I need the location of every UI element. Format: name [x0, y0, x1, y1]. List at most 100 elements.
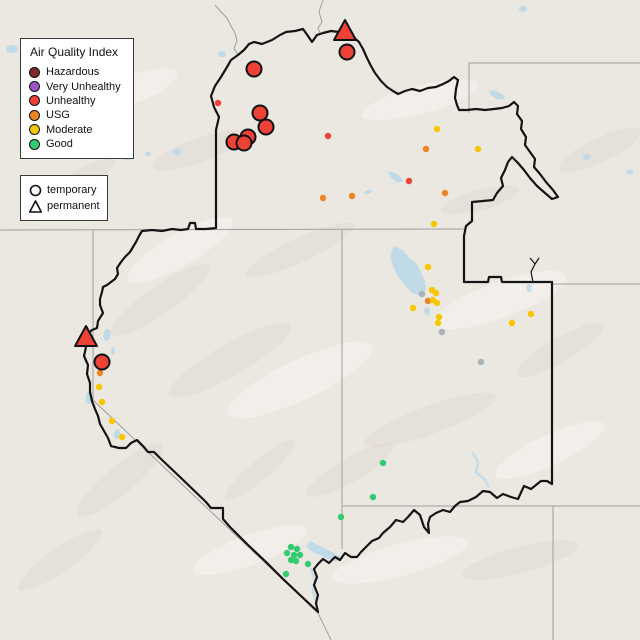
terrain-highlight: [361, 79, 479, 121]
station-marker-temporary-moderate[interactable]: [95, 383, 103, 391]
station-marker-temporary-good[interactable]: [293, 545, 301, 553]
terrain-highlight: [433, 270, 567, 330]
station-marker-temporary-unhealthy[interactable]: [251, 104, 269, 122]
terrain-ridge: [18, 529, 102, 591]
station-marker-temporary-unhealthy[interactable]: [245, 60, 263, 78]
station-marker-temporary-moderate[interactable]: [474, 145, 482, 153]
moderate-swatch-icon: [29, 124, 40, 136]
station-marker-temporary-good[interactable]: [283, 549, 291, 557]
station-marker-temporary-usg[interactable]: [441, 189, 449, 197]
hazardous-swatch-icon: [29, 66, 40, 78]
state-border-line: [0, 228, 466, 231]
station-marker-temporary-moderate[interactable]: [434, 319, 442, 327]
station-marker-temporary-moderate[interactable]: [435, 313, 443, 321]
region-boundary-river: [529, 257, 536, 283]
lake: [110, 347, 116, 355]
station-marker-temporary-good[interactable]: [304, 560, 312, 568]
river: [470, 451, 491, 488]
terrain-ridge: [461, 540, 579, 580]
station-marker-temporary-usg[interactable]: [348, 192, 356, 200]
shape-legend-item-temporary: temporary: [29, 182, 99, 198]
station-marker-temporary-good[interactable]: [337, 513, 345, 521]
terrain-highlight: [332, 536, 468, 584]
shape-legend-item-label: permanent: [47, 200, 100, 212]
station-marker-temporary-good[interactable]: [296, 551, 304, 559]
station-marker-temporary-missing[interactable]: [418, 290, 426, 298]
lake: [218, 51, 226, 57]
station-marker-temporary-moderate[interactable]: [409, 304, 417, 312]
station-marker-temporary-good[interactable]: [290, 551, 298, 559]
station-marker-temporary-usg[interactable]: [422, 145, 430, 153]
lake: [489, 90, 505, 100]
state-border-line: [214, 4, 239, 56]
region-boundary: [81, 27, 560, 614]
station-marker-temporary-moderate[interactable]: [98, 398, 106, 406]
terrain-highlight: [227, 341, 373, 419]
shape-legend-items: temporary permanent: [29, 182, 100, 214]
lake: [519, 6, 527, 12]
very-unhealthy-swatch-icon: [29, 81, 40, 93]
legend-item-hazardous: Hazardous: [29, 65, 125, 79]
terrain-ridge: [110, 263, 210, 337]
triangle-shape-icon: [29, 199, 42, 213]
terrain-ridge: [516, 322, 604, 378]
lake: [364, 189, 372, 195]
station-marker-temporary-moderate[interactable]: [433, 125, 441, 133]
lake: [172, 148, 182, 156]
legend-item-label: Very Unhealthy: [46, 80, 121, 93]
aqi-legend-title: Air Quality Index: [30, 45, 119, 59]
station-marker-temporary-good[interactable]: [287, 556, 295, 564]
station-marker-temporary-usg[interactable]: [96, 369, 104, 377]
shape-legend-item-permanent: permanent: [29, 198, 100, 214]
state-border-line: [92, 230, 332, 640]
station-marker-temporary-good[interactable]: [379, 459, 387, 467]
station-marker-temporary-usg[interactable]: [319, 194, 327, 202]
station-marker-temporary-missing[interactable]: [438, 328, 446, 336]
terrain-ridge: [558, 128, 640, 172]
station-marker-temporary-unhealthy[interactable]: [405, 177, 413, 185]
station-marker-temporary-moderate[interactable]: [108, 417, 116, 425]
station-marker-temporary-moderate[interactable]: [430, 220, 438, 228]
station-marker-temporary-moderate[interactable]: [118, 433, 126, 441]
station-marker-temporary-good[interactable]: [282, 570, 290, 578]
legend-item-label: Good: [46, 138, 73, 151]
station-marker-temporary-unhealthy[interactable]: [214, 99, 222, 107]
station-marker-temporary-unhealthy[interactable]: [235, 134, 253, 152]
aqi-legend-items: Hazardous Very Unhealthy Unhealthy USG Moder…: [29, 65, 125, 151]
region-boundary-river: [534, 257, 540, 265]
usg-swatch-icon: [29, 109, 40, 121]
lake: [424, 307, 430, 315]
station-marker-temporary-moderate[interactable]: [508, 319, 516, 327]
lake: [113, 429, 121, 439]
station-marker-temporary-unhealthy[interactable]: [257, 118, 275, 136]
state-border-line: [317, 0, 324, 34]
station-marker-temporary-missing[interactable]: [477, 358, 485, 366]
station-marker-temporary-usg[interactable]: [424, 297, 432, 305]
station-marker-permanent-unhealthy[interactable]: [74, 325, 98, 347]
station-marker-temporary-good[interactable]: [369, 493, 377, 501]
station-marker-temporary-unhealthy[interactable]: [338, 43, 356, 61]
station-marker-temporary-moderate[interactable]: [433, 299, 441, 307]
legend-item-label: Moderate: [46, 123, 93, 136]
station-marker-temporary-moderate[interactable]: [527, 310, 535, 318]
station-marker-temporary-unhealthy[interactable]: [93, 353, 111, 371]
station-marker-temporary-moderate[interactable]: [432, 289, 440, 297]
legend-item-usg: USG: [29, 108, 125, 122]
station-marker-temporary-good[interactable]: [287, 543, 295, 551]
lake: [145, 151, 151, 157]
terrain-ridge: [224, 440, 296, 500]
station-marker-temporary-unhealthy[interactable]: [324, 132, 332, 140]
station-marker-temporary-moderate[interactable]: [424, 263, 432, 271]
lake: [526, 284, 532, 292]
aqi-legend: Air Quality Index Hazardous Very Unhealth…: [20, 38, 134, 160]
shape-legend: temporary permanent: [20, 175, 108, 221]
good-swatch-icon: [29, 138, 40, 150]
unhealthy-swatch-icon: [29, 95, 40, 107]
lake: [626, 169, 634, 175]
station-marker-temporary-good[interactable]: [292, 557, 300, 565]
terrain-highlight: [127, 216, 233, 284]
station-marker-permanent-unhealthy[interactable]: [333, 19, 357, 41]
